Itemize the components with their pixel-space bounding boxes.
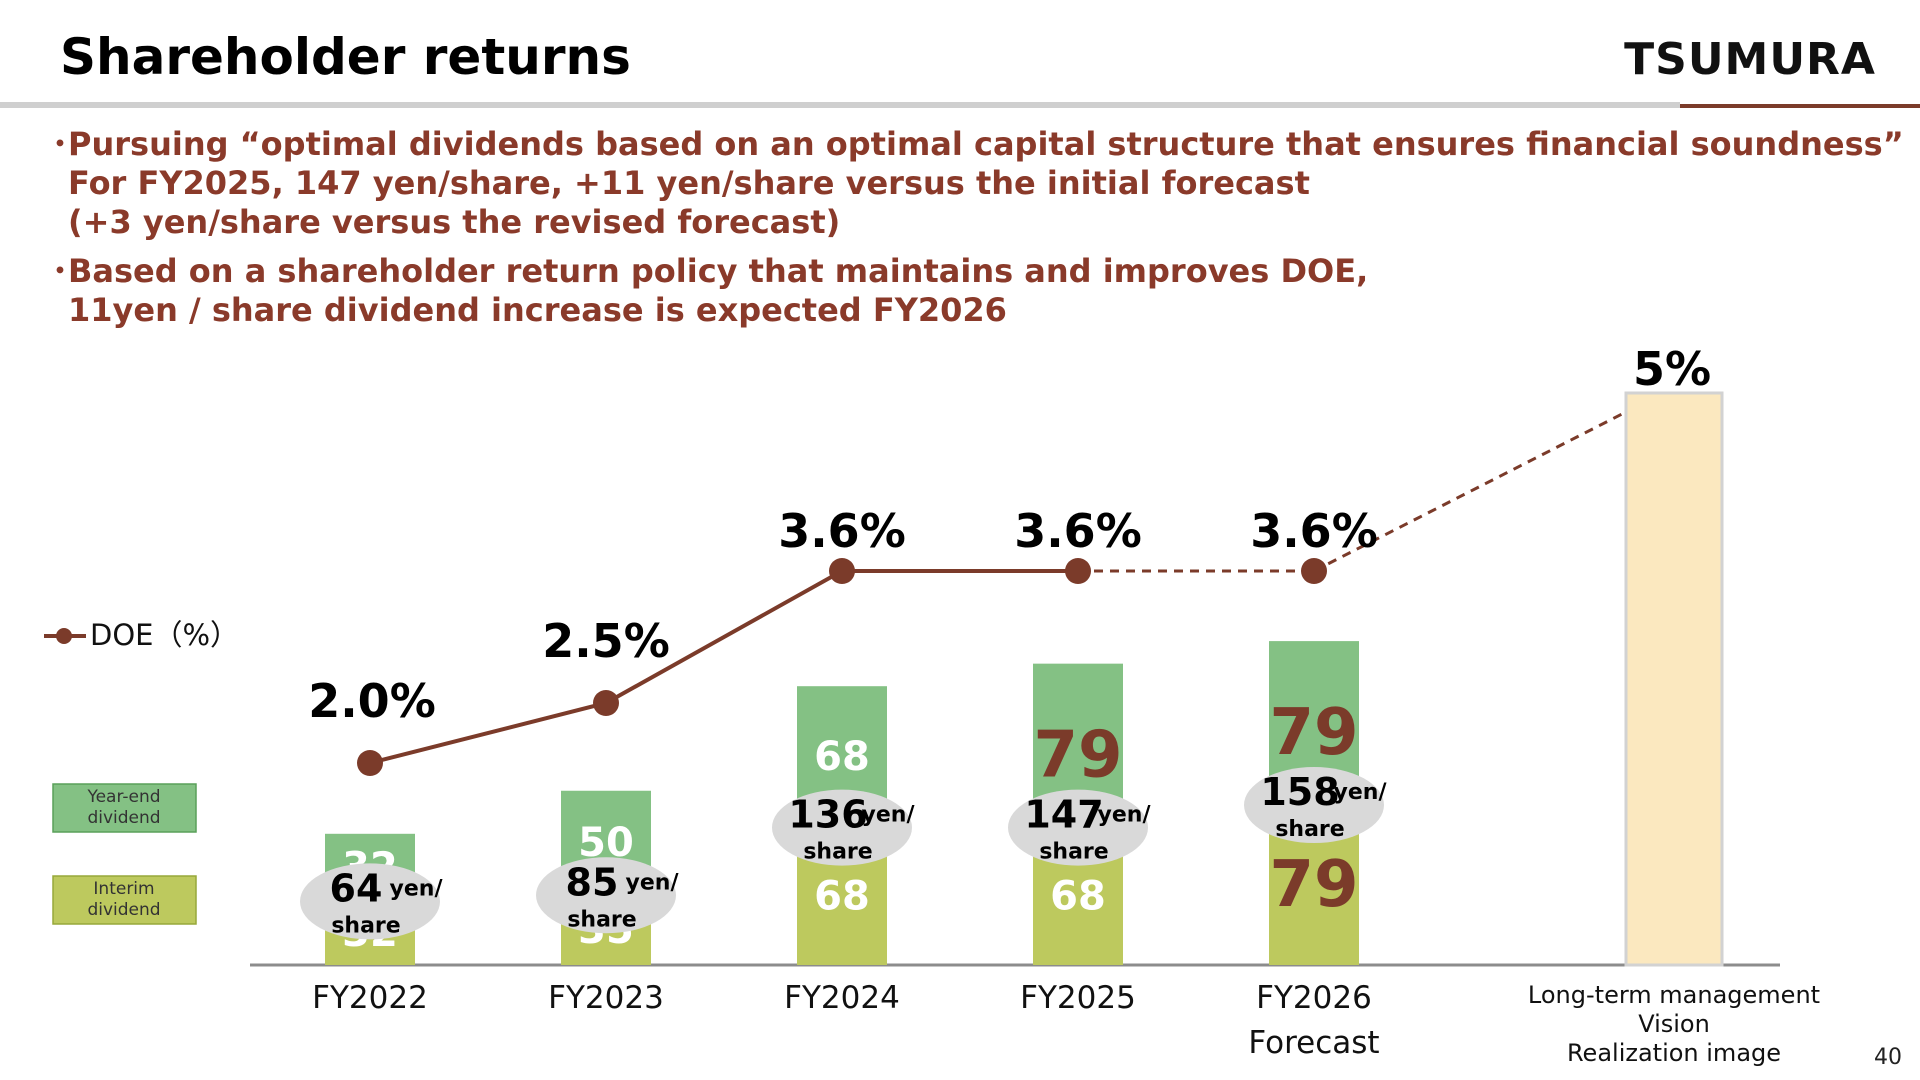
target-doe-label: 5%	[1633, 342, 1711, 396]
page-title: Shareholder returns	[60, 28, 631, 86]
category-label: FY2023	[548, 980, 664, 1016]
legend-year-end-label: Year-end	[86, 787, 160, 807]
legend-interim-label: dividend	[87, 900, 160, 920]
bullet-line: Based on a shareholder return policy tha…	[68, 252, 1369, 290]
category-label: FY2025	[1020, 980, 1136, 1016]
interim-bar	[561, 893, 651, 965]
doe-point	[357, 750, 383, 776]
year-end-value-label: 79	[1033, 719, 1122, 793]
doe-point	[593, 690, 619, 716]
target-category-label: Vision	[1638, 1010, 1710, 1038]
interim-value-label: 68	[814, 873, 870, 919]
total-bubble	[772, 789, 912, 866]
category-label: FY2026	[1256, 980, 1372, 1016]
year-end-bar	[561, 790, 651, 894]
doe-value-label: 3.6%	[1014, 504, 1142, 558]
page-number: 40	[1874, 1045, 1902, 1070]
year-end-value-label: 32	[342, 845, 398, 891]
interim-value-label: 35	[578, 907, 634, 953]
bullet-marker: ・	[44, 252, 77, 290]
doe-target-line	[1313, 411, 1625, 573]
doe-point	[1301, 558, 1327, 584]
total-unit-label: share	[331, 913, 400, 938]
total-unit-label: yen/	[390, 876, 444, 901]
legend-interim-swatch	[52, 875, 197, 925]
bullet-item: ・ Based on a shareholder return policy t…	[44, 252, 1864, 330]
year-end-value-label: 50	[578, 820, 634, 866]
total-bubble	[1244, 767, 1384, 844]
target-category-label: Realization image	[1567, 1039, 1781, 1067]
total-unit-label: yen/	[626, 870, 680, 895]
year-end-bar	[325, 833, 415, 900]
total-value-label: 64	[330, 866, 383, 910]
legend-doe-label: DOE（%）	[90, 618, 239, 652]
total-unit-label: share	[803, 840, 872, 865]
interim-bar	[1269, 803, 1359, 965]
total-bubble	[536, 857, 676, 934]
logo-accent-bar	[1680, 104, 1920, 108]
bullet-marker: ・	[44, 125, 77, 163]
total-unit-label: share	[1039, 840, 1108, 865]
doe-point	[829, 558, 855, 584]
total-unit-label: yen/	[1334, 780, 1388, 805]
year-end-value-label: 79	[1269, 696, 1358, 770]
bullet-line: Pursuing “optimal dividends based on an …	[68, 125, 1904, 163]
legend-year-end-label: dividend	[87, 808, 160, 828]
doe-line	[369, 569, 1078, 765]
legend-interim-label: Interim	[93, 879, 154, 899]
doe-value-label: 2.5%	[542, 614, 670, 668]
total-bubble	[1008, 789, 1148, 866]
total-unit-label: yen/	[862, 803, 916, 828]
total-value-label: 136	[788, 793, 867, 837]
target-category-label: Long-term management	[1528, 981, 1820, 1009]
bullet-line: (+3 yen/share versus the revised forecas…	[68, 203, 841, 241]
bullet-list: ・ Pursuing “optimal dividends based on a…	[44, 125, 1904, 340]
total-value-label: 147	[1024, 793, 1103, 837]
header-divider	[0, 102, 1680, 108]
total-value-label: 158	[1260, 770, 1339, 814]
doe-value-label: 3.6%	[778, 504, 906, 558]
category-sublabel: Forecast	[1248, 1025, 1379, 1061]
company-logo: TSUMURA	[1624, 34, 1876, 85]
total-value-label: 85	[566, 860, 619, 904]
interim-value-label: 32	[342, 910, 398, 956]
total-bubble	[300, 863, 440, 940]
bullet-line: For FY2025, 147 yen/share, +11 yen/share…	[68, 164, 1310, 202]
interim-bar	[1033, 825, 1123, 965]
total-unit-label: yen/	[1098, 803, 1152, 828]
legend-doe-marker	[56, 628, 72, 644]
interim-value-label: 79	[1269, 848, 1358, 922]
doe-value-label: 2.0%	[308, 674, 436, 728]
legend-year-end-swatch	[52, 783, 197, 833]
interim-value-label: 68	[1050, 873, 1106, 919]
target-bar	[1624, 391, 1724, 967]
interim-bar	[797, 825, 887, 965]
year-end-value-label: 68	[814, 734, 870, 780]
category-label: FY2024	[784, 980, 900, 1016]
bullet-line: 11yen / share dividend increase is expec…	[68, 291, 1007, 329]
bullet-item: ・ Pursuing “optimal dividends based on a…	[44, 125, 1904, 242]
year-end-bar	[1033, 663, 1123, 826]
doe-value-label: 3.6%	[1250, 504, 1378, 558]
doe-point	[1065, 558, 1091, 584]
interim-bar	[325, 899, 415, 965]
total-unit-label: share	[567, 907, 636, 932]
year-end-bar	[1269, 641, 1359, 804]
total-unit-label: share	[1275, 817, 1344, 842]
category-label: FY2022	[312, 980, 428, 1016]
year-end-bar	[797, 686, 887, 826]
